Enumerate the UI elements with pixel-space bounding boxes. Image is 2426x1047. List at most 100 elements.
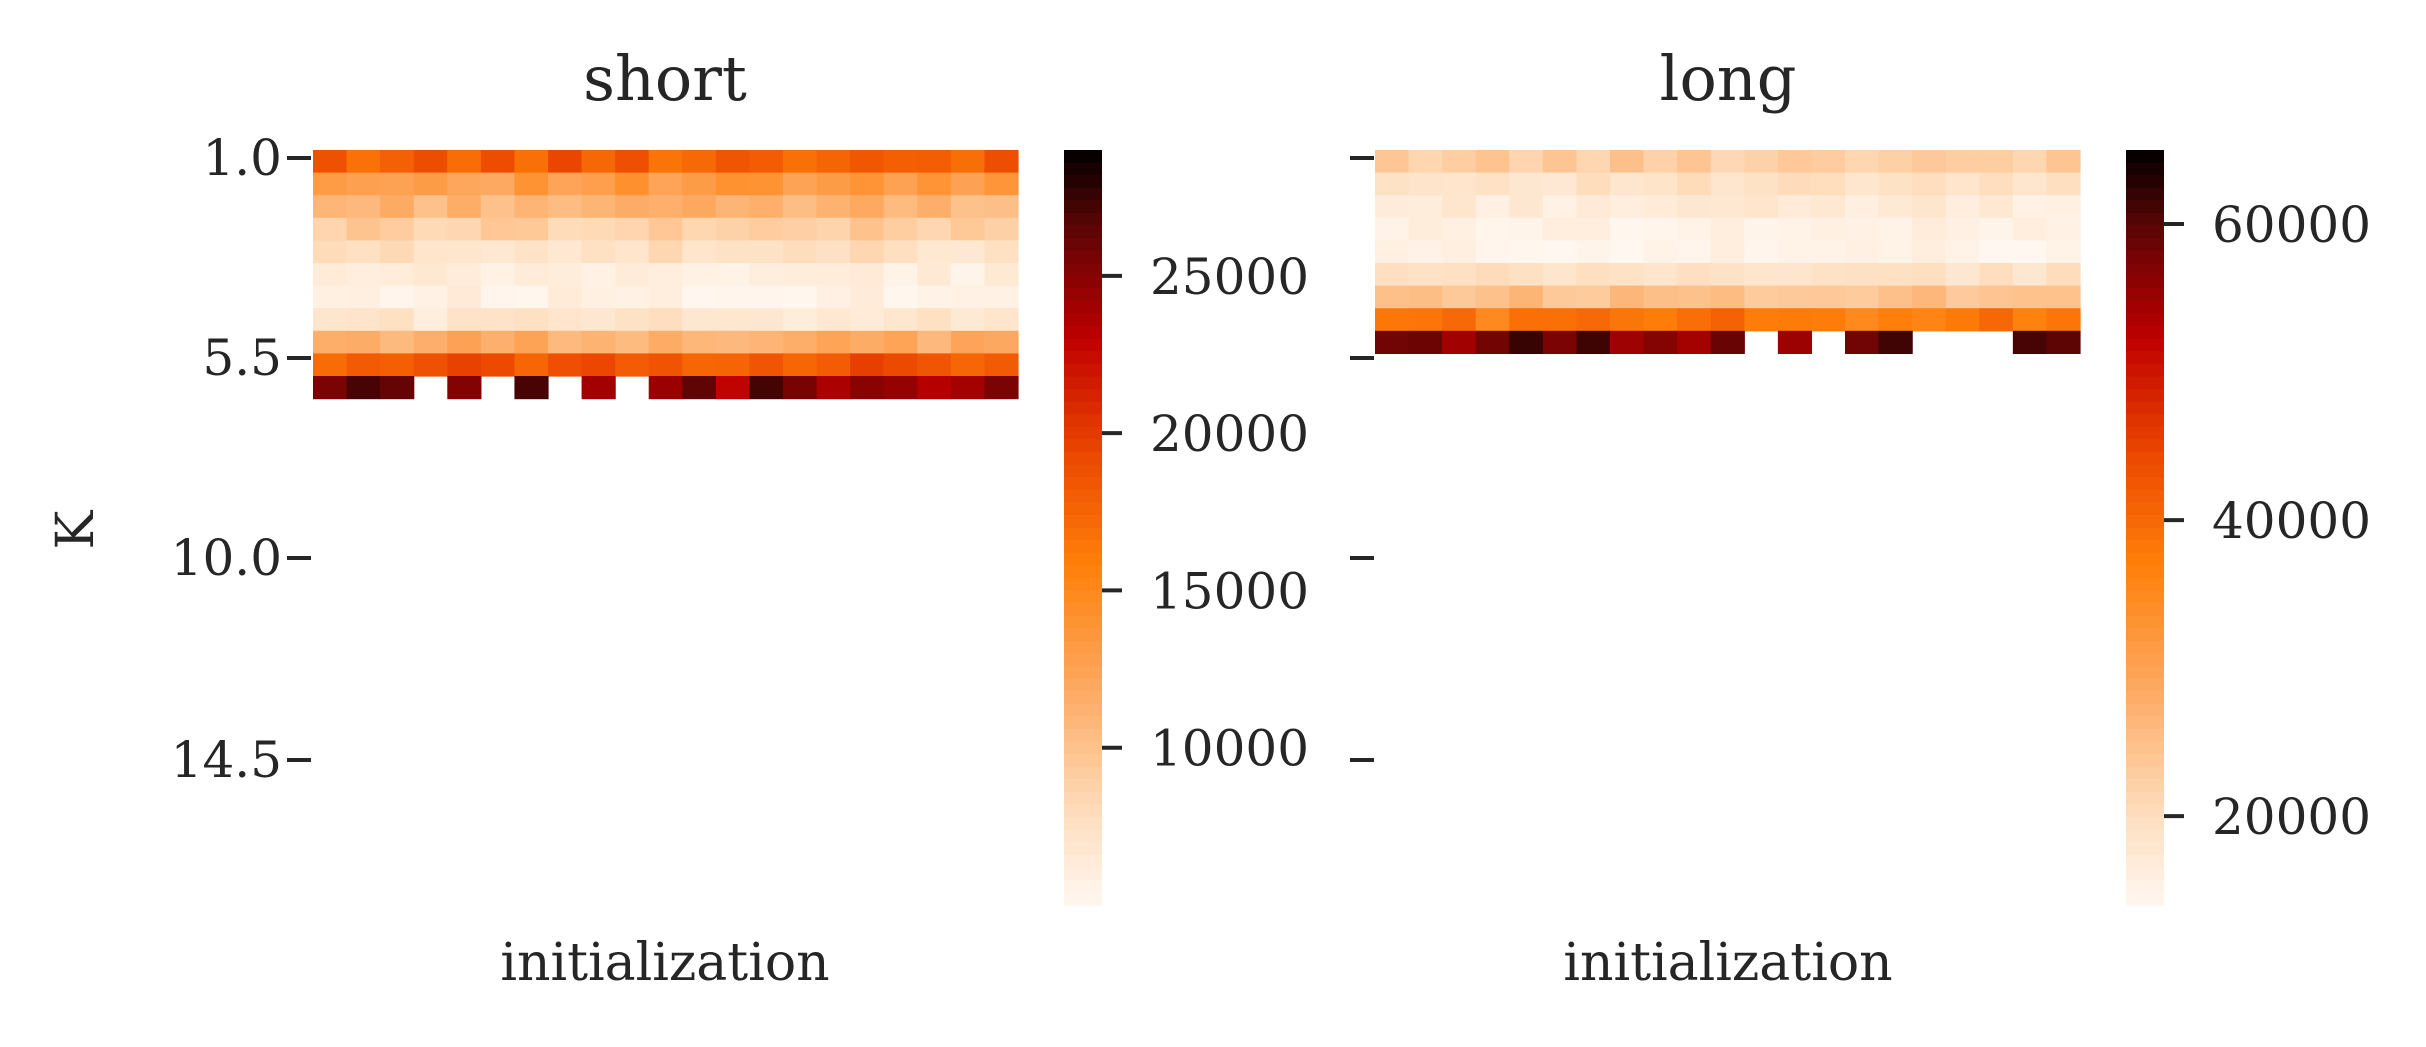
heatmap-cell (950, 263, 986, 287)
heatmap-cell (581, 376, 616, 400)
heatmap-cell (950, 150, 986, 174)
heatmap-cell (1878, 240, 1913, 264)
heatmap-cell (514, 217, 549, 241)
heatmap-cell (548, 263, 583, 287)
heatmap-cell (1979, 308, 2014, 332)
colorbar-segment (2126, 552, 2164, 566)
heatmap-cell (2012, 308, 2048, 332)
heatmap-cell (648, 330, 683, 354)
heatmap-cell (313, 353, 348, 377)
heatmap-cell (883, 172, 918, 196)
heatmap-cell (749, 150, 784, 174)
colorbar-segment (1064, 389, 1102, 403)
colorbar-segment (1064, 150, 1102, 164)
colorbar-tick-label: 20000 (2212, 788, 2371, 846)
heatmap-cell (380, 285, 415, 309)
heatmap-cell (1643, 172, 1678, 196)
heatmap-cell (816, 330, 851, 354)
heatmap-cell (380, 240, 415, 264)
heatmap-cell (749, 240, 784, 264)
heatmap-cell (883, 217, 918, 241)
colorbar-segment (1064, 879, 1102, 894)
heatmap-cell (615, 240, 650, 264)
heatmap-cell (1878, 172, 1913, 196)
colorbar-segment (2126, 867, 2164, 881)
heatmap-cell (1878, 263, 1913, 287)
heatmap-cell (1442, 308, 1477, 332)
heatmap-cell (447, 172, 482, 196)
heatmap-cell (1845, 195, 1880, 219)
heatmap-cell (380, 150, 415, 174)
heatmap-cell (1576, 195, 1611, 219)
colorbar-segment (1064, 678, 1102, 692)
colorbar-segment (2126, 892, 2164, 906)
heatmap-cell (1912, 285, 1947, 309)
heatmap-cell (2046, 285, 2081, 309)
heatmap-cell (917, 353, 952, 377)
heatmap-cell (1945, 172, 1980, 196)
colorbar-tick-label: 60000 (2212, 196, 2371, 254)
colorbar-segment (2126, 791, 2164, 805)
colorbar-segment (1064, 703, 1102, 717)
heatmap-cell (380, 172, 415, 196)
heatmap-cell (682, 150, 717, 174)
heatmap-cell (581, 285, 616, 309)
heatmap-cell (1845, 240, 1880, 264)
heatmap-cell (648, 217, 683, 241)
short-colorbar: 10000 15000 20000 25000 (1064, 150, 1309, 906)
heatmap-cell (1509, 217, 1544, 241)
colorbar-segment (2126, 238, 2164, 252)
heatmap-cell (1442, 240, 1477, 264)
heatmap-cell (548, 217, 583, 241)
heatmap-cell (1576, 172, 1611, 196)
heatmap-cell (581, 150, 616, 174)
heatmap-cell (1845, 285, 1880, 309)
colorbar-segment (2126, 275, 2164, 290)
colorbar-segment (1064, 565, 1102, 579)
heatmap-cell (682, 240, 717, 264)
heatmap-cell (514, 308, 549, 332)
heatmap-cell (514, 330, 549, 354)
heatmap-cell (2046, 308, 2081, 332)
heatmap-cell (715, 217, 751, 241)
colorbar-segment (1064, 779, 1102, 793)
colorbar-segment (1064, 363, 1102, 378)
heatmap-cell (380, 308, 415, 332)
heatmap-cell (816, 285, 851, 309)
heatmap-cell (1845, 172, 1880, 196)
heatmap-cell (548, 240, 583, 264)
heatmap-cell (917, 217, 952, 241)
colorbar-segment (2126, 842, 2164, 856)
colorbar-segment (2126, 263, 2164, 277)
heatmap-cell (648, 172, 683, 196)
heatmap-cell (749, 376, 784, 400)
colorbar-segment (2126, 250, 2164, 264)
heatmap-cell (648, 376, 683, 400)
heatmap-cell (1475, 330, 1510, 354)
heatmap-cell (682, 195, 717, 219)
heatmap-cell (682, 308, 717, 332)
heatmap-cell (581, 240, 616, 264)
colorbar-segment (2126, 225, 2164, 239)
heatmap-cell (1777, 285, 1813, 309)
heatmap-cell (1610, 240, 1645, 264)
heatmap-cell (648, 353, 683, 377)
heatmap-cell (1744, 308, 1779, 332)
heatmap-cell (548, 308, 583, 332)
short-panel: short K initialization 1.0 5.5 10.0 14.5 10… (46, 42, 1309, 993)
colorbar-segment (1064, 250, 1102, 264)
colorbar-segment (2126, 452, 2164, 466)
heatmap-cell (883, 308, 918, 332)
heatmap-cell (1979, 263, 2014, 287)
colorbar-segment (2126, 477, 2164, 491)
heatmap-cell (1408, 217, 1443, 241)
heatmap-cell (783, 195, 818, 219)
heatmap-cell (1475, 240, 1510, 264)
heatmap-cell (1777, 150, 1813, 174)
colorbar-segment (1064, 489, 1102, 503)
colorbar-segment (1064, 728, 1102, 743)
heatmap-cell (1542, 217, 1578, 241)
heatmap-cell (1542, 195, 1578, 219)
heatmap-cell (850, 308, 885, 332)
